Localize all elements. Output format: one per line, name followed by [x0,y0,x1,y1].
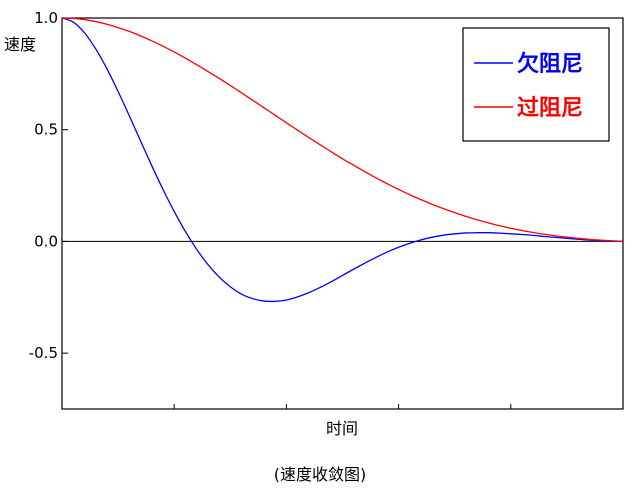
y-axis-label: 速度 [4,35,36,54]
series-line-underdamped [61,17,624,303]
y-tick-label: -0.5 [29,344,58,362]
chart-caption: (速度收敛图) [274,465,367,484]
legend: 欠阻尼 过阻尼 [462,27,610,142]
series-line-overdamped [61,17,624,243]
ticks-layer: 1.0 0.5 0.0 -0.5 [29,9,512,409]
plot-frame [61,17,624,410]
legend-box [462,27,610,142]
y-tick-label: 0.0 [34,232,58,250]
x-axis-label: 时间 [326,419,358,438]
legend-label-underdamped: 欠阻尼 [517,51,583,77]
y-tick-label: 0.5 [34,121,58,139]
series-layer [61,17,624,303]
legend-label-overdamped: 过阻尼 [517,96,583,121]
y-tick-label: 1.0 [34,9,58,27]
